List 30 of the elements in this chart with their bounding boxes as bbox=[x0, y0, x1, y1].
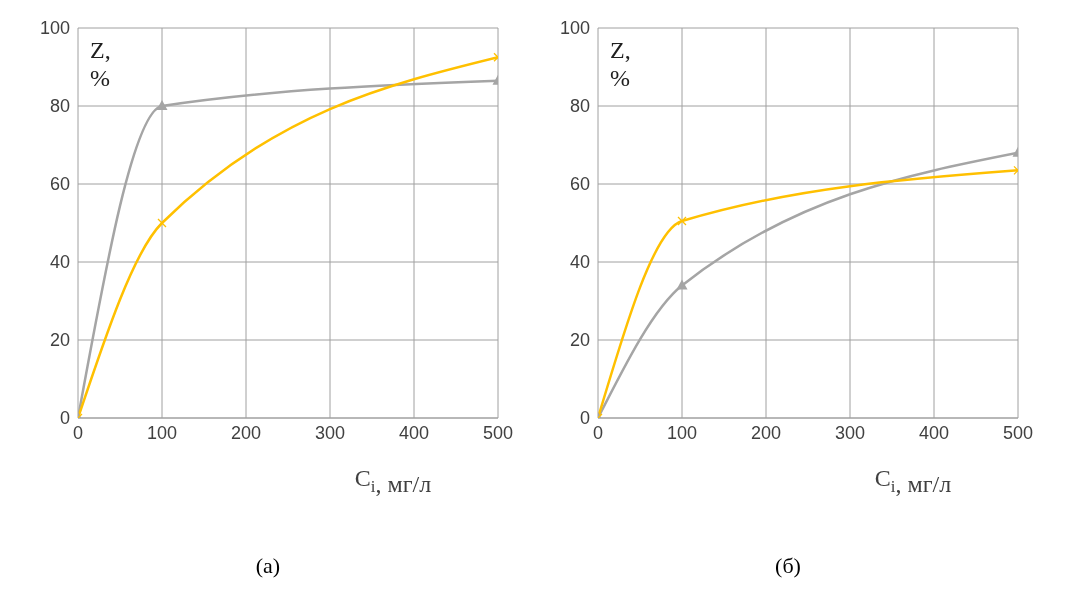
y-tick-label: 20 bbox=[49, 330, 70, 351]
y-tick-label: 40 bbox=[49, 252, 70, 273]
x-tick-label: 500 bbox=[1002, 422, 1034, 443]
x-tick-label: 200 bbox=[750, 422, 782, 443]
x-tick-label: 400 bbox=[398, 422, 430, 443]
x-axis-title: C$_{i}$, мг/л bbox=[354, 465, 432, 497]
x-tick-label: 0 bbox=[592, 422, 604, 443]
y-tick-label: 20 bbox=[569, 330, 590, 351]
x-tick-label: 500 bbox=[482, 422, 514, 443]
x-tick-label: 100 bbox=[666, 422, 698, 443]
y-tick-label: 60 bbox=[569, 174, 590, 195]
x-tick-label: 200 bbox=[230, 422, 262, 443]
text: (б) bbox=[774, 553, 802, 579]
y-tick-label: 60 bbox=[49, 174, 70, 195]
y-axis-title: Z, % bbox=[610, 37, 631, 91]
x-tick-label: 100 bbox=[146, 422, 178, 443]
y-axis-title: Z, % bbox=[90, 37, 111, 91]
text: (а) bbox=[254, 553, 282, 579]
x-tick-label: 400 bbox=[918, 422, 950, 443]
y-tick-label: 80 bbox=[569, 96, 590, 117]
x-tick-label: 300 bbox=[314, 422, 346, 443]
x-tick-label: 0 bbox=[72, 422, 84, 443]
y-tick-label: 100 bbox=[559, 18, 590, 39]
y-tick-label: 100 bbox=[39, 18, 70, 39]
y-tick-label: 0 bbox=[579, 408, 590, 429]
y-tick-label: 40 bbox=[569, 252, 590, 273]
x-tick-label: 300 bbox=[834, 422, 866, 443]
y-tick-label: 80 bbox=[49, 96, 70, 117]
x-axis-title: C$_{i}$, мг/л bbox=[874, 465, 952, 497]
y-tick-label: 0 bbox=[59, 408, 70, 429]
